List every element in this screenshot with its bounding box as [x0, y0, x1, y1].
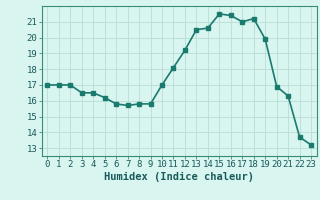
X-axis label: Humidex (Indice chaleur): Humidex (Indice chaleur)	[104, 172, 254, 182]
